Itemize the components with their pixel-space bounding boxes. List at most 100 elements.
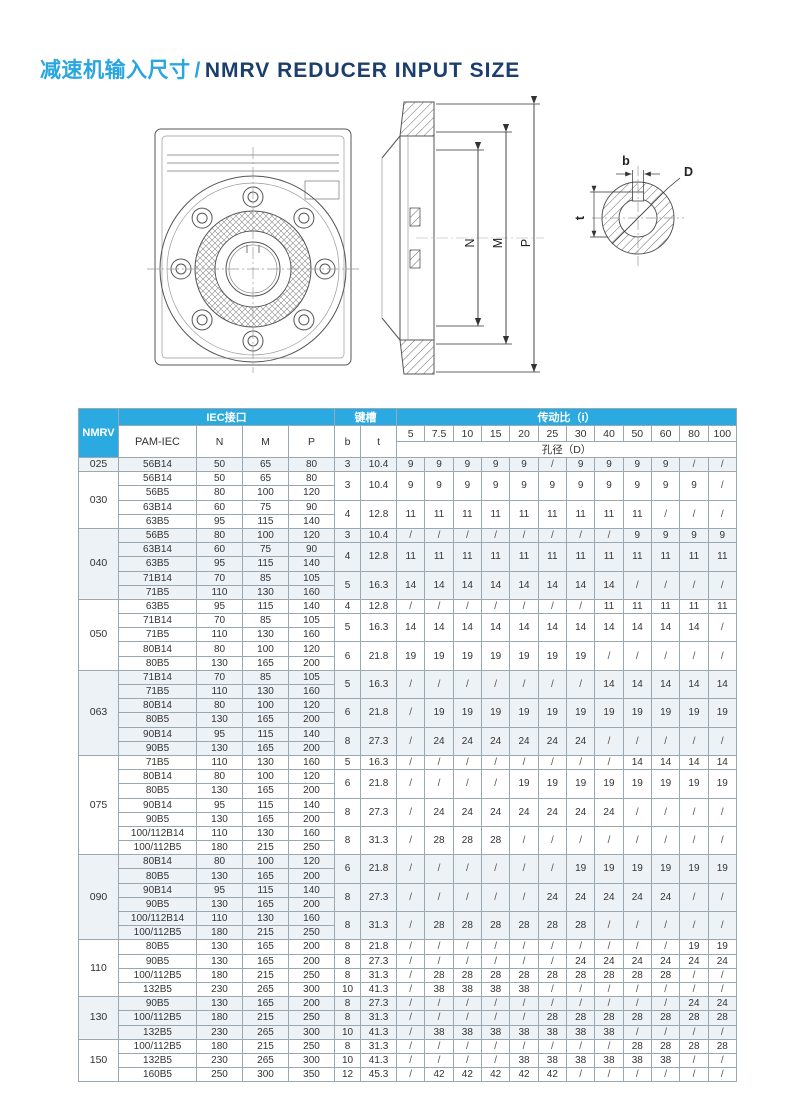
cell-t: 27.3 [360,882,398,913]
table-row: 090 80B14 80 100 120 6 21.8// / / //19 19 19 19 19 19 [78,854,738,941]
cell-p: 200 [287,939,336,955]
cell-bore-d: 11 [707,542,738,572]
cell-bore-d: 11 [537,542,568,572]
cell-bore-d: / [622,1024,652,1040]
cell-n: 130 [196,868,243,884]
cell-b: 3 [334,527,362,544]
table-row: 040 56B5 80 100 120 3 10.4// / / / / //9 9 9 9 [78,527,738,600]
cell-bore-d: 9 [509,471,539,501]
cell-bore-d: 42 [481,1067,511,1083]
cell-bore-d: 9 [650,527,681,544]
cell-bore-d: 42 [452,1067,483,1083]
cell-bore-d: / [509,669,539,700]
cell-bore-d: 11 [509,542,539,572]
cell-m: 115 [242,882,289,898]
cell-bore-d: / [452,996,483,1012]
cell-n: 80 [196,698,243,714]
table-row: 150 100/112B5 180 215 250 8 31.3// / / / / //28 28 28… [78,1038,738,1083]
cell-bore-d: 9 [707,527,738,544]
cell-bore-d: / [707,641,738,671]
cell-bore-d: / [537,996,568,1012]
table-row: 63B14 60 75 90 4 12.8 11 11 11 11 11 11 11 11 11 11 11 11 [79,542,738,572]
cell-n: 80 [196,854,243,870]
cell-bore-d: 11 [424,542,454,572]
cell-bore-d: / [707,471,738,501]
cell-bore-d: 9 [424,456,454,473]
cell-pam-iec: 71B5 [118,754,197,771]
cell-n: 130 [196,953,243,969]
cell-bore-d: / [679,910,709,941]
cell-bore-d: 24 [650,953,681,969]
cell-bore-d: 11 [622,598,652,615]
cell-bore-d: / [481,1010,511,1026]
cell-m: 165 [242,953,289,969]
cell-bore-d: 28 [537,967,568,983]
cell-t: 21.8 [360,854,398,884]
cell-m: 115 [242,797,289,813]
cell-bore-d: 11 [424,499,454,529]
cell-pam-iec: 63B5 [118,513,197,529]
cell-bore-d: 19 [509,769,539,799]
cell-pam-iec: 80B5 [118,655,197,671]
cell-bore-d: 14 [396,570,426,600]
cell-bore-d: / [594,825,624,856]
cell-b: 8 [334,953,362,969]
cell-bore-d: / [509,598,539,615]
cell-bore-d: 19 [594,854,624,884]
cell-bore-d: 24 [565,953,596,969]
cell-bore-d: 28 [594,967,624,983]
cell-nmrv: 025 [78,456,119,473]
page-title-en: NMRV REDUCER INPUT SIZE [204,59,521,82]
table-row: 71B14 70 85 105 5 16.3 14 14 14 14 14 14 14 14// / / [79,570,738,600]
cell-pam-iec: 132B5 [118,981,197,998]
cell-n: 95 [196,598,243,615]
table-row: 90B14 95 115 140 8 27.3/24 24 24 24 24 24// / / / [79,726,738,756]
cell-bore-d: 38 [509,1024,539,1040]
cell-bore-d: 19 [424,698,454,728]
col-header-b: b [334,425,362,458]
col-header-p: P [287,425,336,458]
cell-bore-d: / [452,1010,483,1026]
cell-p: 250 [287,925,336,941]
cell-pam-iec: 100/112B5 [118,1038,197,1054]
cell-p: 160 [287,627,336,643]
cell-b: 6 [334,769,362,799]
cell-t: 12.8 [360,598,398,615]
cell-nmrv: 063 [78,669,119,756]
cell-m: 85 [242,613,289,629]
cell-bore-d: / [509,754,539,771]
cell-bore-d: 9 [622,471,652,501]
cell-pam-iec: 132B5 [118,1024,197,1040]
cell-b: 6 [334,698,362,728]
cell-t: 21.8 [360,698,398,728]
table-row: 63B14 60 75 90 4 12.8 11 11 11 11 11 11 11 11 11// / [79,499,738,529]
cell-bore-d: 28 [452,967,483,983]
cell-m: 75 [242,499,289,515]
cell-n: 110 [196,627,243,643]
cell-bore-d: 14 [594,613,624,643]
cell-m: 215 [242,967,289,983]
cell-t: 21.8 [360,939,398,955]
cell-bore-d: 28 [424,910,454,941]
cell-p: 200 [287,868,336,884]
cell-bore-d: 38 [622,1052,652,1069]
cell-bore-d: 38 [565,1024,596,1040]
cell-bore-d: 19 [622,698,652,728]
table-row: 063 71B14 70 85 105 5 16.3// / / / //14 14 14 14 14 [78,669,738,756]
cell-bore-d: 24 [537,726,568,756]
cell-bore-d: / [396,939,426,955]
cell-bore-d: 24 [622,953,652,969]
cell-bore-d: / [537,669,568,700]
cell-bore-d: 28 [481,967,511,983]
cell-bore-d: 24 [707,996,738,1012]
cell-bore-d: / [594,939,624,955]
cell-m: 130 [242,584,289,600]
cell-pam-iec: 71B5 [118,627,197,643]
cell-bore-d: / [679,981,709,998]
cell-bore-d: 14 [565,613,596,643]
cell-p: 140 [287,726,336,742]
cell-bore-d: 11 [481,542,511,572]
cell-bore-d: / [707,1067,738,1083]
cell-bore-d: / [650,1067,681,1083]
cell-t: 16.3 [360,754,398,771]
